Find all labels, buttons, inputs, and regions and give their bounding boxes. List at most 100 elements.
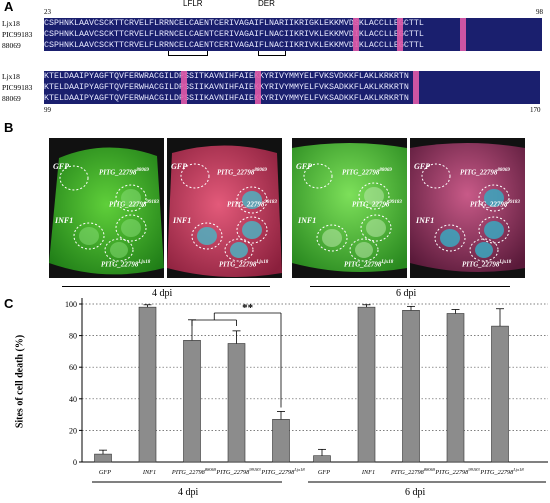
sequence: CSPHNKLAAVCSCKTTCRVELFLRRNCELCAENTCERIVA… (44, 40, 542, 51)
alignment-row: PIC99183 (0, 29, 42, 40)
motif-lflr-label: LFLR (183, 0, 203, 8)
leaf-label-superscript: 88069 (379, 168, 392, 173)
panel-a-letter: A (4, 0, 14, 14)
leaf-photo-4dpi-uv (167, 138, 282, 278)
leaf-label-superscript: 88069 (497, 168, 510, 173)
sequence: KTELDAAIPYAGFTQVFERWHACGILDPSSIIKAVNIHFA… (44, 82, 540, 93)
leaf-label-p99183: PITG_2279899183 (109, 200, 159, 209)
variant-highlight (181, 71, 187, 104)
leaf-label-superscript: Ljx18 (256, 260, 269, 265)
leaf-label-p88069: PITG_2279888069 (217, 168, 267, 177)
leaf-label-pljx18: PITG_22798Ljx18 (219, 260, 269, 269)
sequence: CSPHNKLAAVCSCKTTCRVELFLRRNCELCAENTCERIVA… (44, 18, 542, 29)
dpi-line-right (310, 286, 510, 287)
significance-label: ** (242, 302, 254, 314)
x-tick-label-superscript: Ljx18 (293, 467, 305, 472)
y-tick-label: 0 (73, 458, 77, 467)
block1-end: 98 (536, 8, 543, 16)
sequence-name: Ljx18 (2, 72, 20, 81)
leaf-label-p99183: PITG_2279899183 (352, 200, 402, 209)
dpi-label-left: 4 dpi (152, 288, 173, 299)
x-tick-label: GFP (99, 469, 111, 476)
leaf-photo-4dpi-gfp (49, 138, 164, 278)
bar (183, 340, 201, 463)
group-label-right: 6 dpi (405, 487, 426, 498)
panel-c-letter: C (4, 296, 14, 311)
dpi-line-left (62, 286, 270, 287)
leaf-label-gfp: GFP (296, 162, 312, 171)
x-tick-label-name: PITG_22798 (171, 469, 206, 476)
leaf-label-inf1: INF1 (298, 216, 317, 225)
bar (272, 419, 290, 463)
bar (357, 306, 376, 463)
block2-end: 170 (530, 106, 541, 114)
alignment-row: Ljx18 (0, 18, 42, 29)
leaf-label-inf1: INF1 (55, 216, 74, 225)
x-tick-label-superscript: 88069 (424, 467, 436, 472)
sequence: CSPHNKLAAVCSCKTTCRVELFLRRNCELCAENTCERIVA… (44, 29, 542, 40)
x-tick-label-superscript: 99183 (249, 467, 261, 472)
x-tick-label-name: GFP (318, 469, 330, 476)
dpi-label-right: 6 dpi (396, 288, 417, 299)
leaf-label-superscript: 99183 (146, 200, 159, 205)
leaf-label-pljx18: PITG_22798Ljx18 (462, 260, 512, 269)
leaf-photo-6dpi-uv (410, 138, 525, 278)
y-tick-label: 100 (65, 300, 77, 309)
x-tick-label-superscript: Ljx18 (512, 467, 524, 472)
x-tick-label-name: INF1 (361, 469, 375, 476)
leaf-label-superscript: 99183 (264, 200, 277, 205)
panel-b-letter: B (4, 120, 14, 135)
leaf-label-superscript: 99183 (507, 200, 520, 205)
x-tick-label-name: PITG_22798 (215, 469, 250, 476)
lflr-bracket (168, 51, 208, 56)
x-tick-label-name: PITG_22798 (434, 469, 469, 476)
sequence: KTELDAAIPYAGFTQVFERWHACGILDPSSIIKAVNIHFA… (44, 93, 540, 104)
x-tick-label: PITG_22798Ljx18 (479, 467, 524, 476)
variant-highlight (460, 18, 466, 51)
bar (94, 453, 112, 463)
x-tick-label: PITG_2279888069 (171, 467, 217, 476)
x-tick-label-superscript: 99183 (468, 467, 480, 472)
variant-highlight (413, 71, 419, 104)
y-tick-label: 40 (69, 395, 77, 404)
x-tick-label-name: INF1 (142, 469, 156, 476)
leaf-label-p88069: PITG_2279888069 (99, 168, 149, 177)
variant-highlight (255, 71, 261, 104)
bar (313, 455, 331, 463)
bar (446, 313, 465, 463)
y-tick-label: 80 (69, 332, 77, 341)
sequence: KTELDAAIPYAGFTQVFERWRACGILDPSSITKAVNIHFA… (44, 71, 540, 82)
group-label-left: 4 dpi (178, 487, 199, 498)
leaf-label-superscript: 88069 (254, 168, 267, 173)
leaf-label-p99183: PITG_2279899183 (470, 200, 520, 209)
leaf-label-pljx18: PITG_22798Ljx18 (101, 260, 151, 269)
leaf-label-p88069: PITG_2279888069 (342, 168, 392, 177)
sequence-name: PIC99183 (2, 30, 33, 39)
leaf-label-gfp: GFP (414, 162, 430, 171)
sequence-name: 88069 (2, 41, 21, 50)
leaf-label-inf1: INF1 (416, 216, 435, 225)
alignment-row: 88069 (0, 40, 42, 51)
x-tick-label: PITG_2279888069 (390, 467, 436, 476)
leaf-label-gfp: GFP (53, 162, 69, 171)
x-tick-label-name: GFP (99, 469, 111, 476)
x-tick-label: PITG_22798Ljx18 (260, 467, 305, 476)
variant-highlight (397, 18, 403, 51)
x-tick-label: GFP (318, 469, 330, 476)
block2-start: 99 (44, 106, 51, 114)
sequence-name: PIC99183 (2, 83, 33, 92)
leaf-label-superscript: Ljx18 (381, 260, 394, 265)
x-tick-label-name: PITG_22798 (390, 469, 425, 476)
leaf-label-superscript: Ljx18 (138, 260, 151, 265)
sequence-name: Ljx18 (2, 19, 20, 28)
leaf-label-inf1: INF1 (173, 216, 192, 225)
alignment-row: 88069 (0, 93, 42, 104)
block1-start: 23 (44, 8, 51, 16)
alignment-row: PIC99183 (0, 82, 42, 93)
leaf-label-gfp: GFP (171, 162, 187, 171)
leaf-label-p99183: PITG_2279899183 (227, 200, 277, 209)
x-tick-label: PITG_2279899183 (215, 467, 261, 476)
x-tick-label-name: PITG_22798 (260, 469, 295, 476)
der-bracket (258, 51, 286, 56)
